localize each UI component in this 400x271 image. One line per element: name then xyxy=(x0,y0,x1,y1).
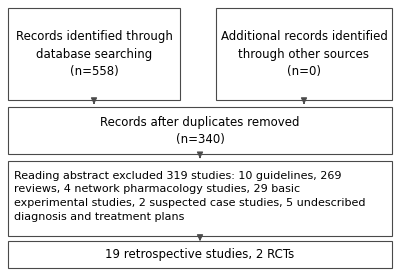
Text: 19 retrospective studies, 2 RCTs: 19 retrospective studies, 2 RCTs xyxy=(105,248,295,261)
Text: Reading abstract excluded 319 studies: 10 guidelines, 269
reviews, 4 network pha: Reading abstract excluded 319 studies: 1… xyxy=(14,171,366,221)
FancyBboxPatch shape xyxy=(8,8,180,100)
FancyBboxPatch shape xyxy=(8,161,392,236)
Text: Records identified through
database searching
(n=558): Records identified through database sear… xyxy=(16,30,172,78)
Text: Records after duplicates removed
(n=340): Records after duplicates removed (n=340) xyxy=(100,115,300,146)
FancyBboxPatch shape xyxy=(216,8,392,100)
Text: Additional records identified
through other sources
(n=0): Additional records identified through ot… xyxy=(220,30,388,78)
FancyBboxPatch shape xyxy=(8,107,392,154)
FancyBboxPatch shape xyxy=(8,241,392,268)
